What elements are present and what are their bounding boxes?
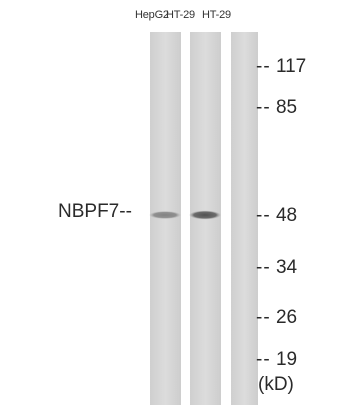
marker-dash: --	[256, 349, 271, 370]
lane-label-hepg2: HepG2	[135, 9, 169, 21]
marker-dash: --	[256, 257, 271, 278]
lane-label-ht29-1: HT-29	[166, 9, 195, 21]
lane-3	[231, 32, 258, 405]
marker-19: -- 19	[256, 350, 297, 370]
protein-label: NBPF7--	[58, 201, 132, 222]
marker-value: 26	[275, 307, 298, 328]
unit-label: (kD)	[258, 374, 294, 395]
marker-26: -- 26	[256, 308, 297, 328]
marker-value: 85	[275, 97, 298, 118]
marker-value: 48	[275, 205, 298, 226]
marker-dash: --	[256, 205, 271, 226]
marker-dash: --	[256, 97, 271, 118]
band-lane-2	[189, 210, 221, 220]
marker-dash: --	[256, 56, 271, 77]
marker-value: 34	[275, 257, 298, 278]
marker-value: 19	[275, 349, 298, 370]
marker-117: -- 117	[256, 57, 306, 77]
marker-85: -- 85	[256, 98, 297, 118]
marker-value: 117	[275, 56, 307, 77]
marker-48: -- 48	[256, 206, 297, 226]
band-lane-1	[149, 211, 181, 219]
marker-dash: --	[256, 307, 271, 328]
lane-label-ht29-2: HT-29	[202, 9, 231, 21]
marker-34: -- 34	[256, 258, 297, 278]
